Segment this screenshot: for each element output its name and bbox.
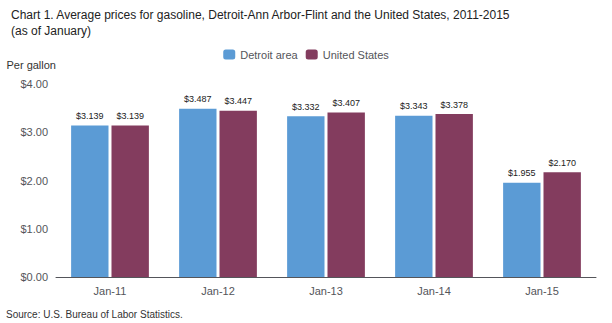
- svg-text:Jan-15: Jan-15: [525, 285, 559, 297]
- svg-text:Detroit area: Detroit area: [240, 49, 298, 61]
- svg-text:$3.00: $3.00: [20, 126, 48, 138]
- svg-text:$2.170: $2.170: [548, 158, 576, 168]
- svg-text:$4.00: $4.00: [20, 78, 48, 90]
- svg-text:$2.00: $2.00: [20, 175, 48, 187]
- svg-text:$3.447: $3.447: [224, 96, 252, 106]
- svg-text:Source: U.S. Bureau of Labor S: Source: U.S. Bureau of Labor Statistics.: [6, 309, 183, 320]
- svg-text:$3.332: $3.332: [292, 102, 320, 112]
- svg-text:(as of January): (as of January): [11, 24, 91, 38]
- svg-text:$3.139: $3.139: [76, 111, 104, 121]
- svg-text:$3.378: $3.378: [440, 100, 468, 110]
- svg-text:$3.407: $3.407: [332, 98, 360, 108]
- svg-text:Per gallon: Per gallon: [6, 59, 56, 71]
- svg-text:$3.487: $3.487: [184, 94, 212, 104]
- svg-text:$1.00: $1.00: [20, 223, 48, 235]
- svg-text:Jan-12: Jan-12: [201, 285, 235, 297]
- svg-text:$0.00: $0.00: [20, 271, 48, 283]
- svg-text:Jan-11: Jan-11: [94, 285, 127, 297]
- svg-text:$3.139: $3.139: [116, 111, 144, 121]
- svg-text:United States: United States: [323, 49, 390, 61]
- svg-text:$3.343: $3.343: [400, 101, 428, 111]
- svg-text:Chart 1. Average prices for ga: Chart 1. Average prices for gasoline, De…: [11, 8, 510, 22]
- svg-text:$1.955: $1.955: [508, 168, 536, 178]
- svg-text:Jan-14: Jan-14: [417, 285, 451, 297]
- svg-text:Jan-13: Jan-13: [309, 285, 343, 297]
